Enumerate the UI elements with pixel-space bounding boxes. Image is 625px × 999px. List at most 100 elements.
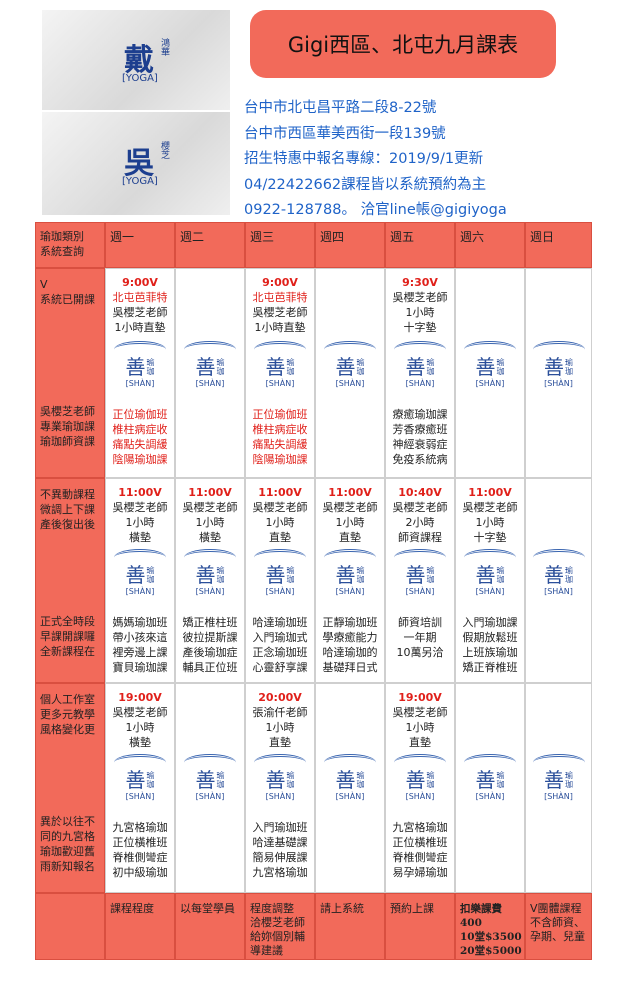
side-text: 個人工作室 [40,693,95,706]
cell-bottom: 媽媽瑜珈班 帶小孩來這 裡旁邊上課 寶貝瑜珈課 [106,615,174,675]
logo-small-1: 瑜 [426,771,435,780]
footer-text: 不含師資、 [530,916,585,929]
address-line: 招生特惠中報名專線：2019/9/1更新 [244,151,484,167]
logo-small-2: 珈 [356,575,365,584]
logo-small-1: 瑜 [356,358,365,367]
class-time: 19:00V [118,691,162,704]
logo-latin: [SHÀN] [265,379,295,388]
class-desc: 入門瑜珈式 [252,631,308,644]
logo-mark: 善瑜珈 [544,565,573,585]
day-text: 週一 [110,230,135,244]
logo-small: 瑜珈 [217,771,225,789]
class-desc: 媽媽瑜珈班 [112,616,168,629]
class-info: 北屯芭菲特 [252,291,308,304]
class-desc: 陰陽瑜珈課 [252,453,308,466]
footer-text: 課程程度 [110,902,154,915]
side-top: 不異動課程 微調上下課 產後復出後 [40,487,95,532]
logo-small-2: 珈 [146,780,155,789]
logo-small-2: 珈 [146,367,155,376]
footer-cell: 課程程度 [105,893,175,960]
day-header: 週六 [455,222,525,268]
class-info: 1小時 [335,516,365,529]
class-info: 直墊 [339,531,361,544]
class-info: 吳櫻芝老師 [392,501,448,514]
logo-small: 瑜珈 [565,358,573,376]
logo-small: 瑜珈 [217,566,225,584]
class-desc: 正位橫椎班 [392,836,448,849]
cell-top: 19:00V 吳櫻芝老師 1小時 橫墊 [106,690,174,750]
logo: 善瑜珈 [SHÀN] [456,549,524,611]
cell-bottom: 正位瑜伽班 椎柱病症收 痛點失調緩 陰陽瑜珈課 [106,407,174,467]
logo-arch [184,754,236,771]
schedule-cell: 9:00V 北屯芭菲特 吳櫻芝老師 1小時直墊善瑜珈 [SHÀN] 正位瑜伽班 椎柱病症收痛… [105,268,175,478]
logo-small: 瑜珈 [287,566,295,584]
logo-latin: [SHÀN] [475,379,505,388]
class-info: 1小時 [265,721,295,734]
class-info: 橫墊 [129,531,151,544]
photo-tag: [YOGA] [122,175,158,187]
logo-mark: 善瑜珈 [406,770,435,790]
class-desc: 一年期 [403,631,437,644]
logo-small: 瑜珈 [357,358,365,376]
class-time: 20:00V [258,691,302,704]
day-text: 週二 [180,230,205,244]
logo-arch [184,549,236,566]
cell-top: 11:00V 吳櫻芝老師 1小時 十字墊 [456,485,524,545]
logo-small-2: 珈 [216,780,225,789]
logo-arch [254,754,306,771]
day-text: 週五 [390,230,415,244]
logo-arch [324,549,376,566]
logo-char: 善 [125,354,146,379]
side-bottom: 異於以往不 同的九宮格 瑜珈歡迎舊 雨新知報名 [40,814,95,874]
class-desc: 易孕婦瑜珈 [392,866,448,879]
class-info: 1小時 [195,516,225,529]
class-time: 9:00V [122,276,158,289]
class-desc: 學療癒能力 [322,631,378,644]
side-text: 吳櫻芝老師 [40,405,95,418]
side-text: 瑜珈師資課 [40,435,95,448]
logo-latin: [SHÀN] [195,587,225,596]
side-text: 早課開課囉 [40,630,95,643]
corner-cell: 瑜珈類別 系統查詢 [35,222,105,268]
logo-small-2: 珈 [426,780,435,789]
class-info: 吳櫻芝老師 [392,706,448,719]
logo-arch [532,754,585,771]
footer-text: 以每堂學員 [180,902,235,915]
side-text: 異於以往不 [40,815,95,828]
cell-top: 19:00V 吳櫻芝老師 1小時 直墊 [386,690,454,750]
class-time: 11:00V [468,486,512,499]
class-info: 1小時直墊 [254,321,306,334]
logo: 善瑜珈 [SHÀN] [246,549,314,611]
class-desc: 簡易伸展課 [252,851,308,864]
class-time: 19:00V [398,691,442,704]
logo-latin: [SHÀN] [265,587,295,596]
class-desc: 九宮格瑜珈 [392,821,448,834]
class-desc: 哈達瑜珈班 [252,616,308,629]
footer-text: 洽櫻芝老師 [250,916,305,929]
logo-mark: 善瑜珈 [196,357,225,377]
class-desc: 芳香療癒班 [392,423,448,436]
side-cell: V 系統已開課 吳櫻芝老師 專業瑜珈課 瑜珈師資課 [35,268,105,478]
logo-mark: 善瑜珈 [476,565,505,585]
footer-cell: 以每堂學員 [175,893,245,960]
footer-text: 扣樂課費 [460,903,502,915]
logo-latin: [SHÀN] [405,792,435,801]
day-header: 週三 [245,222,315,268]
logo-char: 善 [405,354,426,379]
photo-name: 吳 [124,145,154,181]
side-top: V 系統已開課 [40,277,95,307]
logo-arch [324,341,376,358]
class-time: 11:00V [258,486,302,499]
class-info: 十字墊 [403,321,437,334]
logo: 善瑜珈 [SHÀN] [106,754,174,816]
logo-small-1: 瑜 [565,771,573,780]
logo-small-1: 瑜 [356,771,365,780]
logo-mark: 善瑜珈 [405,354,435,379]
class-info: 張渝仟老師 [252,706,308,719]
footer-text: 孕期、兒童 [530,930,585,943]
schedule-cell: 11:00V 吳櫻芝老師 1小時 橫墊善瑜珈 [SHÀN] 媽媽瑜珈班 帶小孩來這 裡旁邊上課… [105,478,175,683]
cell-bottom: 入門瑜珈班 哈達基礎課 簡易伸展課 九宮格瑜珈 [246,820,314,880]
logo-latin: [SHÀN] [475,587,505,596]
logo-latin: [SHÀN] [195,792,225,801]
